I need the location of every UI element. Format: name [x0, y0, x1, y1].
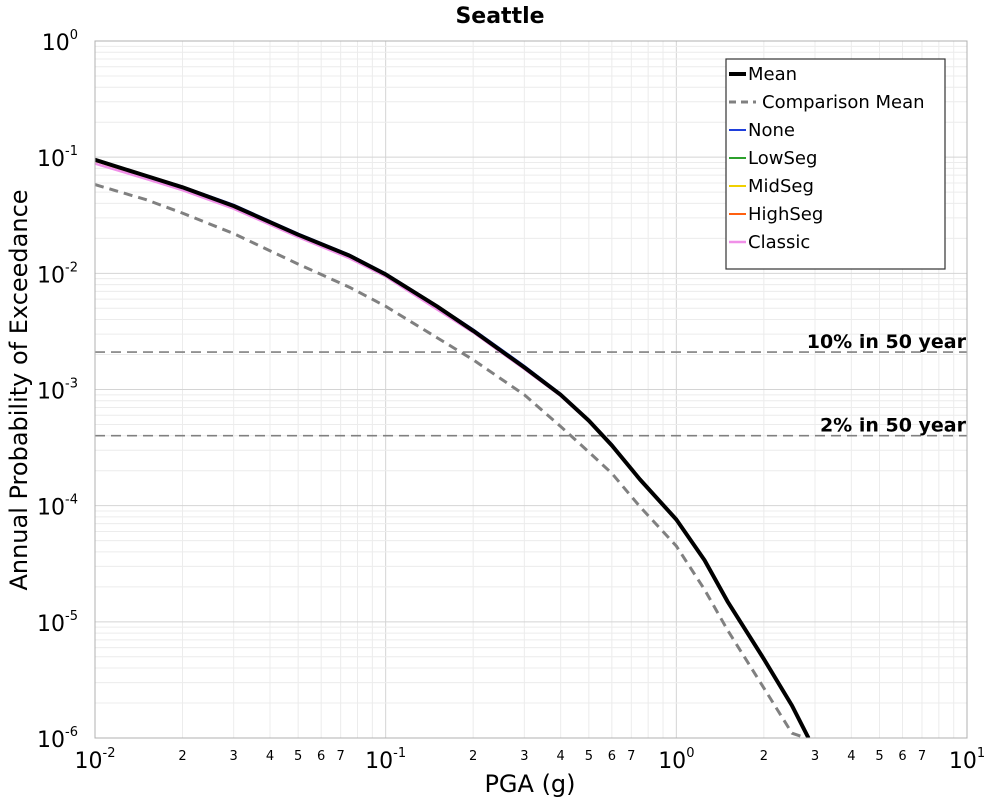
- x-axis-label: PGA (g): [484, 770, 575, 798]
- x-tick-label: 101: [949, 746, 985, 774]
- x-minor-tick-label: 2: [760, 749, 768, 764]
- chart-title: Seattle: [455, 4, 544, 29]
- reference-lines: 10% in 50 year 2% in 50 year: [95, 331, 967, 437]
- legend-entry-label: Mean: [748, 64, 797, 85]
- x-minor-tick-label: 6: [317, 749, 325, 764]
- legend-box: [725, 58, 946, 270]
- x-minor-tick-label: 6: [608, 749, 616, 764]
- series-line-midseg: [95, 159, 810, 738]
- grid: [95, 41, 967, 738]
- y-tick-label: 10-5: [37, 609, 78, 637]
- x-tick-label: 100: [658, 746, 694, 774]
- y-tick-label: 10-3: [37, 377, 78, 405]
- x-tick-label: 10-1: [365, 746, 406, 774]
- x-minor-tick-label: 4: [266, 749, 274, 764]
- y-tick-label: 10-4: [37, 493, 78, 521]
- legend-entry-label: HighSeg: [748, 204, 823, 225]
- x-minor-tick-label: 7: [627, 749, 635, 764]
- reference-line-label: 10% in 50 year: [807, 331, 967, 353]
- x-minor-tick-label: 7: [918, 749, 926, 764]
- x-minor-tick-label: 3: [520, 749, 528, 764]
- x-minor-tick-label: 2: [469, 749, 477, 764]
- x-tick-label: 10-2: [75, 746, 116, 774]
- y-axis-label: Annual Probability of Exceedance: [5, 189, 33, 590]
- legend-entry-label: Comparison Mean: [762, 92, 925, 113]
- x-minor-tick-label: 5: [294, 749, 302, 764]
- x-minor-tick-label: 4: [847, 749, 855, 764]
- plot-area-frame: [94, 40, 968, 739]
- x-minor-tick-label: 3: [230, 749, 238, 764]
- series-line-none: [95, 158, 810, 738]
- x-minor-tick-label: 2: [178, 749, 186, 764]
- series-line-classic: [95, 162, 810, 738]
- reference-line-label: 2% in 50 year: [820, 415, 967, 437]
- legend-entry-label: MidSeg: [748, 176, 814, 197]
- series-line-mean: [95, 157, 811, 738]
- series-line-lowseg: [95, 158, 810, 738]
- x-minor-tick-label: 7: [337, 749, 345, 764]
- series-group: [95, 157, 811, 738]
- series-line-comparison-mean: [95, 183, 807, 738]
- x-minor-tick-label: 5: [585, 749, 593, 764]
- legend-entry-label: Classic: [748, 232, 810, 253]
- legend-entry-label: LowSeg: [748, 148, 817, 169]
- x-minor-tick-label: 3: [811, 749, 819, 764]
- x-minor-tick-label: 5: [875, 749, 883, 764]
- legend-entry-label: None: [748, 120, 795, 141]
- y-tick-label: 100: [42, 28, 78, 56]
- y-tick-label: 10-1: [37, 144, 78, 172]
- legend: Mean Comparison Mean None LowSeg MidSeg HighS…: [725, 58, 946, 270]
- series-line-highseg: [95, 159, 810, 738]
- x-minor-tick-label: 4: [557, 749, 565, 764]
- x-minor-tick-label: 6: [898, 749, 906, 764]
- y-tick-label: 10-2: [37, 260, 78, 288]
- y-tick-label: 10-6: [37, 725, 78, 753]
